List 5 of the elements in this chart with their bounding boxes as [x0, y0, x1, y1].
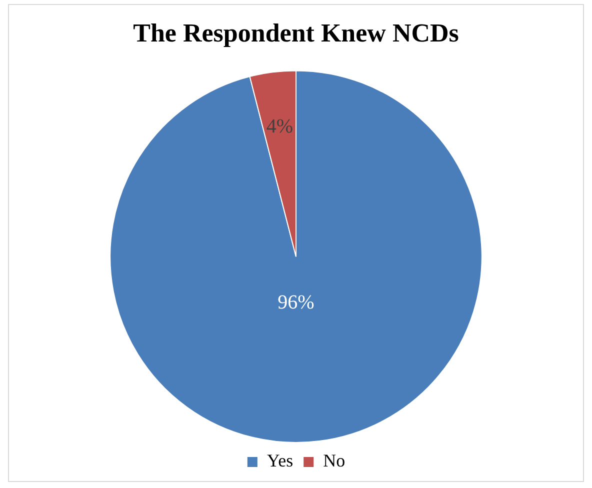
data-label: 96%	[278, 291, 314, 314]
data-label: 4%	[266, 116, 294, 138]
chart-title: The Respondent Knew NCDs	[133, 18, 459, 48]
legend-label: No	[323, 450, 346, 471]
legend-label: Yes	[266, 450, 294, 471]
